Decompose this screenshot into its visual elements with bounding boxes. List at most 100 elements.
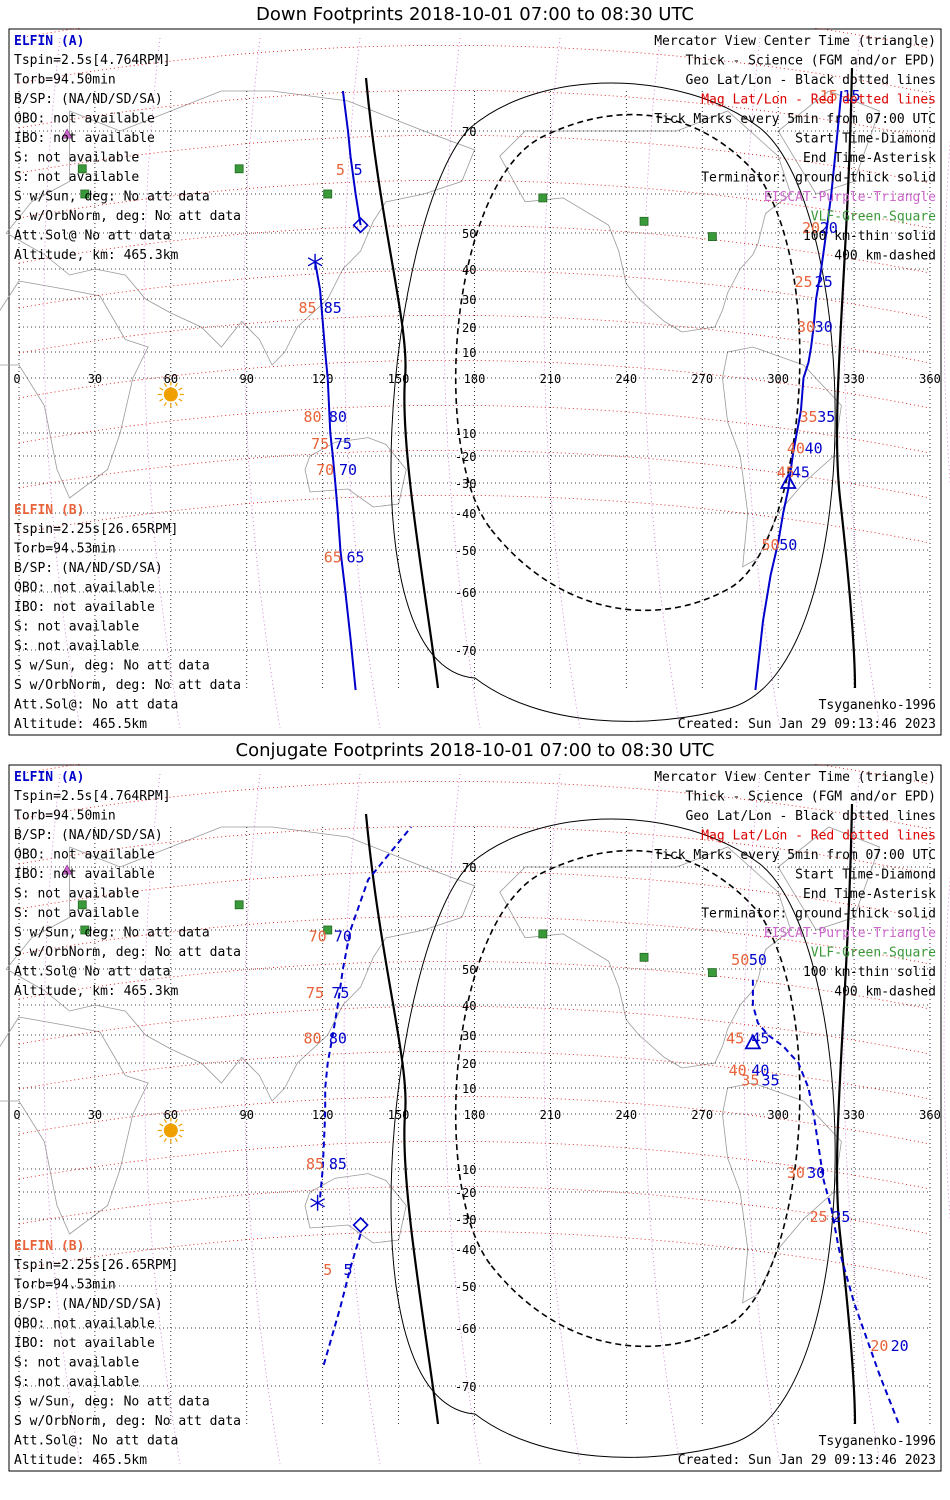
vlf-site-square <box>77 164 87 174</box>
elfin-b-info-line: IBO: not available <box>14 600 155 615</box>
x-tick-label: 360 <box>919 372 941 386</box>
elfin-b-title: ELFIN (B) <box>14 1239 84 1254</box>
elfin-b-title: ELFIN (B) <box>14 503 84 518</box>
y-tick-label: -60 <box>455 586 477 600</box>
sun-ray <box>178 398 183 402</box>
legend: Mercator View Center Time (triangle) Thic… <box>654 770 936 1000</box>
legend-line: Terminator: ground-thick solid <box>701 171 936 186</box>
ground-stations <box>61 864 717 978</box>
tick-label-red: 5 <box>336 161 345 179</box>
elfin-b-info-line: S w/OrbNorm, deg: No att data <box>14 678 241 693</box>
tick-label-red: 20 <box>870 1337 888 1355</box>
elfin-b-info-line: Att.Sol@: No att data <box>14 1434 178 1449</box>
elfin-a-title: ELFIN (A) <box>14 34 84 49</box>
vlf-site-square <box>707 232 717 242</box>
elfin-a-info-line: Att.Sol@ No att data <box>14 229 171 244</box>
x-tick-label: 180 <box>464 1108 486 1122</box>
mag-meridian <box>843 773 881 1465</box>
elfin-a-title: ELFIN (A) <box>14 770 84 785</box>
mag-meridian <box>343 37 381 729</box>
y-tick-label: 70 <box>462 125 476 139</box>
tick-label-red: 30 <box>787 1164 805 1182</box>
y-tick-label: -40 <box>455 1243 477 1257</box>
asterisk-stroke <box>307 257 323 267</box>
legend-line: VLF-Green-Square <box>811 210 936 225</box>
x-tick-label: 210 <box>540 1108 562 1122</box>
legend-line: Mag Lat/Lon - Red dotted lines <box>701 829 936 844</box>
tick-label-blue: 30 <box>807 1164 825 1182</box>
track-west <box>319 826 412 1198</box>
track-west <box>341 90 362 226</box>
y-tick-label: -60 <box>455 1322 477 1336</box>
vlf-site-square <box>80 189 90 199</box>
tick-label-blue: 50 <box>779 536 797 554</box>
elfin-a-info-line: S w/Sun, deg: No att data <box>14 190 210 205</box>
terminator-ground-east <box>835 803 857 1425</box>
elfin-a-info-line: S w/OrbNorm, deg: No att data <box>14 945 241 960</box>
legend-line: Geo Lat/Lon - Black dotted lines <box>686 73 936 88</box>
elfin-b-info-line: Altitude: 465.5km <box>14 717 147 732</box>
legend-line: Tick Marks every 5min from 07:00 UTC <box>654 848 936 863</box>
y-tick-label: -10 <box>455 1163 477 1177</box>
start-time-diamond <box>352 1216 369 1234</box>
vlf-site-square <box>538 929 548 939</box>
legend-line: Start Time-Diamond <box>795 132 936 147</box>
sun-disc <box>163 1123 178 1138</box>
y-tick-label: -20 <box>455 1186 477 1200</box>
y-tick-label: -70 <box>455 644 477 658</box>
end-time-asterisk <box>307 253 323 270</box>
info-elfin-a: ELFIN (A) Tspin=2.5s[4.764RPM] Torb=94.50m… <box>14 34 241 263</box>
created-timestamp: Created: Sun Jan 29 09:13:46 2023 <box>678 717 936 732</box>
sun-ray <box>159 387 164 391</box>
track-east <box>754 90 843 691</box>
y-tick-label: 20 <box>462 321 476 335</box>
x-tick-label: 30 <box>88 1108 102 1122</box>
sun-ray <box>178 387 183 391</box>
mag-meridian <box>743 37 781 729</box>
sun-ray <box>174 382 178 388</box>
y-tick-label: 50 <box>462 227 476 241</box>
legend-line: Mag Lat/Lon - Red dotted lines <box>701 93 936 108</box>
tick-label-red: 70 <box>309 928 327 946</box>
tick-label-blue: 50 <box>749 951 767 969</box>
elfin-a-info-line: Tspin=2.5s[4.764RPM] <box>14 789 171 804</box>
y-tick-label: 70 <box>462 861 476 875</box>
mag-meridian <box>643 773 681 1465</box>
vlf-site-square <box>538 193 548 203</box>
elfin-a-info-line: S: not available <box>14 170 139 185</box>
elfin-b-info-line: B/SP: (NA/ND/SD/SA) <box>14 1297 163 1312</box>
elfin-a-info-line: B/SP: (NA/ND/SD/SA) <box>14 828 163 843</box>
legend-line: End Time-Asterisk <box>803 151 936 166</box>
legend-line: 400 km-dashed <box>834 249 936 264</box>
elfin-a-info-line: S w/Sun, deg: No att data <box>14 926 210 941</box>
tick-label-blue: 75 <box>331 984 349 1002</box>
coastline <box>499 846 792 1069</box>
eiscat-site-triangle <box>61 128 73 139</box>
tick-label-blue: 45 <box>792 464 810 482</box>
elfin-b-info-line: Tspin=2.25s[26.65RPM] <box>14 1258 178 1273</box>
tick-label-red: 80 <box>304 408 322 426</box>
terminator-ground-east <box>835 67 857 689</box>
tick-label-red: 50 <box>762 536 780 554</box>
y-tick-label: 30 <box>462 1029 476 1043</box>
mag-meridian <box>443 37 481 729</box>
sun-ray <box>174 1137 178 1143</box>
time-tick-labels: 5858075706515202530354045505858075706515… <box>298 87 860 567</box>
x-tick-label: 150 <box>388 372 410 386</box>
tick-label-red: 30 <box>797 318 815 336</box>
vlf-site-square <box>234 164 244 174</box>
elfin-b-info-line: Altitude: 465.5km <box>14 1453 147 1468</box>
elfin-a-info-line: IBO: not available <box>14 131 155 146</box>
x-tick-label: 270 <box>691 1108 713 1122</box>
x-tick-label: 0 <box>13 372 20 386</box>
legend: Mercator View Center Time (triangle) Thic… <box>654 34 936 264</box>
y-tick-label: -10 <box>455 427 477 441</box>
legend-line: Mercator View Center Time (triangle) <box>654 770 936 785</box>
panel-title-down: Down Footprints 2018-10-01 07:00 to 08:3… <box>256 4 694 25</box>
info-elfin-b: ELFIN (B) Tspin=2.25s[26.65RPM] Torb=94.53… <box>14 503 241 732</box>
eiscat-site-triangle <box>61 864 73 875</box>
tick-label-red: 80 <box>304 1029 322 1047</box>
elfin-b-info-line: B/SP: (NA/ND/SD/SA) <box>14 561 163 576</box>
legend-line: Geo Lat/Lon - Black dotted lines <box>686 809 936 824</box>
tick-label-blue: 85 <box>329 1155 347 1173</box>
